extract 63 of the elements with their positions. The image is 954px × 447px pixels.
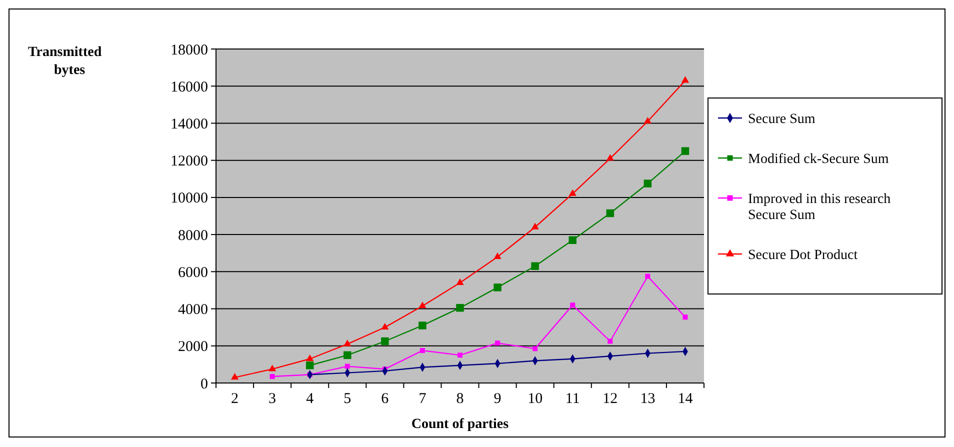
x-tick-label: 9 bbox=[494, 391, 502, 407]
y-tick-label: 18000 bbox=[170, 42, 208, 58]
legend-label: Modified ck-Secure Sum bbox=[748, 152, 889, 167]
point bbox=[230, 373, 239, 380]
point bbox=[420, 348, 425, 354]
point bbox=[606, 154, 614, 161]
y-tick-label: 0 bbox=[200, 376, 208, 392]
x-tick-label: 12 bbox=[602, 391, 618, 407]
x-tick-label: 5 bbox=[344, 391, 352, 407]
x-tick-label: 11 bbox=[565, 391, 580, 407]
point bbox=[531, 262, 539, 270]
x-tick-label: 6 bbox=[381, 391, 390, 407]
point bbox=[494, 284, 502, 292]
point bbox=[306, 354, 314, 362]
x-tick-label: 13 bbox=[640, 391, 656, 407]
point bbox=[458, 352, 462, 358]
point bbox=[344, 340, 352, 346]
x-tick-label: 3 bbox=[268, 391, 276, 407]
point bbox=[570, 302, 576, 308]
point bbox=[344, 351, 352, 360]
y-tick-label: 2000 bbox=[178, 339, 208, 356]
point bbox=[268, 364, 276, 372]
point bbox=[456, 278, 464, 285]
y-tick-label: 8000 bbox=[178, 228, 208, 244]
y-tick-label: 6000 bbox=[178, 264, 208, 281]
point bbox=[381, 337, 389, 346]
legend-label: Secure Dot Product bbox=[748, 248, 858, 263]
x-tick-label: 2 bbox=[231, 391, 239, 407]
point bbox=[418, 322, 426, 330]
point bbox=[344, 364, 350, 369]
point bbox=[381, 322, 389, 330]
point bbox=[681, 147, 690, 155]
point bbox=[644, 180, 652, 188]
x-tick-label: 4 bbox=[306, 391, 314, 407]
point bbox=[306, 362, 314, 370]
y-tick-label: 16000 bbox=[170, 79, 208, 96]
point bbox=[681, 76, 690, 83]
y-tick-label: 14000 bbox=[170, 116, 208, 132]
x-tick-label: 10 bbox=[528, 391, 543, 407]
point bbox=[606, 209, 614, 218]
y-tick-label: 4000 bbox=[178, 302, 208, 318]
point bbox=[531, 222, 539, 230]
point bbox=[644, 116, 652, 124]
y-axis-title: Transmitted bytes bbox=[28, 45, 102, 78]
point bbox=[568, 236, 576, 244]
point bbox=[456, 304, 464, 312]
x-tick-label: 8 bbox=[456, 391, 464, 407]
x-tick-label: 14 bbox=[678, 391, 694, 407]
point bbox=[495, 340, 500, 346]
point bbox=[418, 302, 426, 308]
point bbox=[494, 252, 502, 260]
y-tick-label: 12000 bbox=[170, 154, 208, 170]
point bbox=[608, 338, 613, 344]
point bbox=[645, 274, 650, 279]
legend-label: Improved in this research Secure Sum bbox=[748, 192, 891, 223]
point bbox=[682, 314, 688, 320]
point bbox=[270, 374, 275, 380]
point bbox=[532, 346, 538, 352]
x-axis-title: Count of parties bbox=[411, 417, 510, 432]
legend-label: Secure Sum bbox=[748, 112, 816, 127]
point bbox=[568, 189, 576, 196]
x-tick-label: 7 bbox=[418, 391, 427, 407]
y-tick-label: 10000 bbox=[170, 190, 208, 207]
